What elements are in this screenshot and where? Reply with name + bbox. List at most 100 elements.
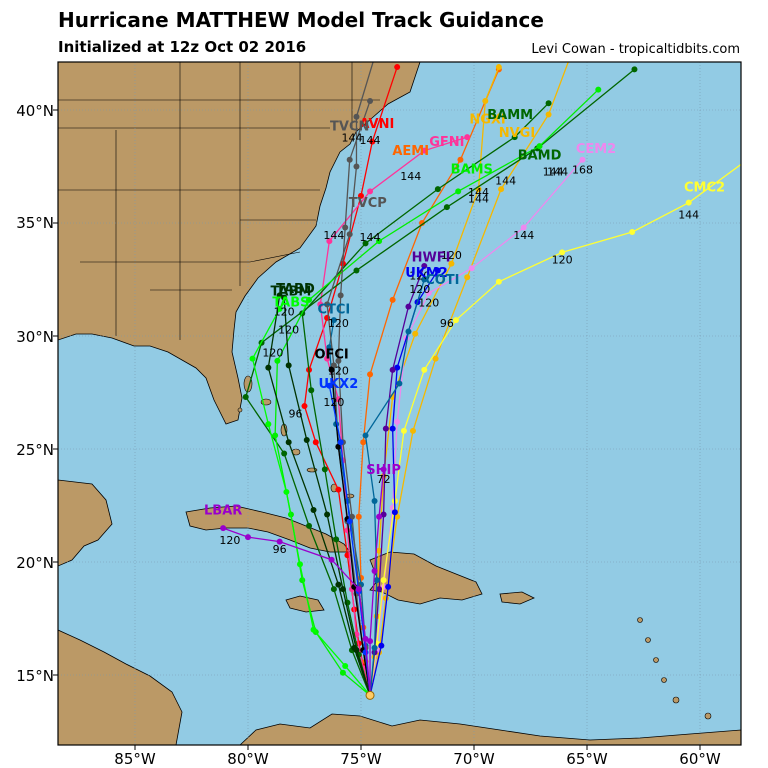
lat-label-40: 40°N (16, 102, 54, 120)
hour-marker-label: 120 (219, 534, 240, 547)
track-point (629, 229, 636, 236)
track-point (434, 267, 441, 274)
track-point (321, 466, 328, 473)
lat-label-30: 30°N (16, 328, 54, 346)
track-point (380, 466, 387, 473)
track-point (419, 220, 426, 226)
track-point (376, 586, 383, 593)
track-point (355, 513, 362, 520)
track-point (308, 387, 315, 394)
track-point (346, 518, 353, 525)
model-label: TVCP (349, 196, 387, 211)
track-point (559, 249, 566, 256)
chart-title: Hurricane MATTHEW Model Track Guidance (58, 8, 544, 32)
north-america-land (58, 62, 421, 425)
hour-marker-label: 144 (323, 229, 344, 242)
track-point (380, 577, 387, 584)
track-point (369, 138, 376, 145)
credit-text: Levi Cowan - tropicaltidbits.com (531, 42, 740, 57)
hour-marker-label: 120 (441, 249, 462, 262)
track-point (495, 64, 502, 71)
model-label: BAMS (451, 162, 493, 177)
landmasses (58, 62, 741, 745)
hour-markers: 1441441441441201441441441441681441441209… (219, 132, 699, 700)
hour-marker-label: 144 (468, 186, 489, 199)
track-point (443, 204, 450, 211)
track-point (448, 260, 455, 267)
track-point (362, 432, 369, 439)
track-point (421, 276, 428, 283)
hour-marker-label: 120 (278, 324, 299, 337)
track-point (378, 642, 385, 649)
track-point (335, 486, 342, 493)
track-point (389, 366, 396, 373)
model-label: LBAR (204, 504, 242, 519)
model-label: BAMD (518, 149, 562, 164)
model-label: SHIP (366, 463, 401, 478)
track-point (358, 192, 364, 199)
track-point (344, 527, 351, 534)
track-point (310, 507, 317, 514)
track-point (409, 427, 416, 434)
track-point (281, 450, 288, 457)
model-label: UKX2 (319, 377, 359, 392)
lon-label-85: 85°W (114, 750, 156, 768)
track-line (369, 163, 741, 696)
track-point (536, 143, 543, 150)
hour-marker-label: 96 (440, 317, 454, 330)
track-point (342, 662, 349, 669)
hour-marker-label: 144 (468, 193, 489, 206)
track-point (455, 188, 462, 195)
track-point (376, 513, 383, 520)
model-label: OFCI (314, 348, 348, 363)
hour-marker-label: 120 (262, 346, 283, 359)
track-point (362, 240, 369, 247)
track-line (369, 159, 583, 696)
track-point (335, 357, 342, 364)
track-point (498, 186, 505, 193)
track-point (306, 522, 313, 529)
hour-marker-label: 144 (400, 170, 421, 183)
track-point (367, 371, 374, 378)
axis-ticks (53, 109, 701, 750)
hour-marker-label: 120 (323, 396, 344, 409)
track-point (367, 97, 374, 104)
track-point (376, 39, 382, 45)
model-label: CMC2 (684, 180, 725, 195)
hour-marker-label: 144 (495, 175, 516, 188)
track-point (283, 488, 290, 495)
track-point (272, 432, 279, 439)
hour-marker-label: 144 (678, 208, 699, 221)
track-point (421, 262, 428, 269)
hour-marker-label: 144 (341, 132, 362, 145)
track-point (326, 382, 333, 389)
track-point (394, 513, 401, 520)
track-point (324, 301, 331, 308)
track-point (511, 134, 518, 141)
track-point (326, 344, 333, 351)
track-point (482, 97, 489, 104)
track-point (373, 577, 380, 584)
model-label: NGXI (469, 113, 505, 128)
map-frame (57, 61, 742, 746)
track-point (276, 292, 283, 299)
track-point (339, 586, 346, 593)
track-point (362, 649, 369, 656)
track-point (362, 635, 369, 642)
model-label: HWFI (412, 250, 451, 265)
lesser-antilles-islands (637, 617, 712, 720)
track-point (468, 265, 475, 272)
lon-label-75: 75°W (340, 750, 382, 768)
track-point (310, 626, 317, 633)
track-point (371, 568, 378, 575)
lon-label-60: 60°W (679, 750, 721, 768)
hour-marker-label: 168 (572, 163, 593, 176)
track-point (335, 581, 342, 588)
track-point (371, 497, 378, 504)
model-label: TABD (276, 282, 315, 297)
hour-marker-label: 144 (360, 134, 381, 147)
track-point (353, 113, 360, 120)
track-point (324, 355, 331, 362)
track-point (452, 317, 459, 324)
